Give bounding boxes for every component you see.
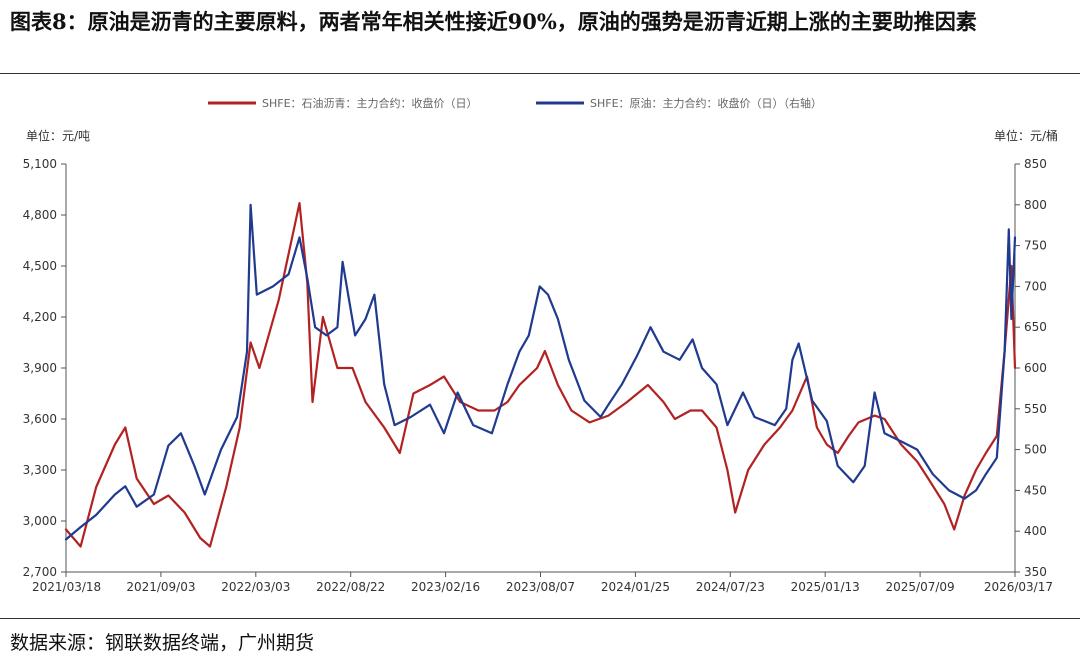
left-axis-tick-label: 5,100 xyxy=(23,157,57,171)
left-axis-tick-label: 4,500 xyxy=(23,259,57,273)
left-axis-tick-label: 3,900 xyxy=(23,361,57,375)
right-axis-tick-label: 850 xyxy=(1024,157,1047,171)
right-axis-tick-label: 750 xyxy=(1024,239,1047,253)
x-axis-tick-label: 2026/03/17 xyxy=(984,580,1053,594)
right-axis-tick-label: 800 xyxy=(1024,198,1047,212)
right-axis-tick-label: 500 xyxy=(1024,443,1047,457)
series-asphalt-line xyxy=(64,202,1017,548)
left-axis-unit: 单位：元/吨 xyxy=(26,128,90,143)
right-axis-tick-label: 400 xyxy=(1024,524,1047,538)
x-axis-tick-label: 2021/09/03 xyxy=(126,580,195,594)
x-axis-tick-label: 2023/02/16 xyxy=(411,580,480,594)
x-axis-tick-label: 2024/01/25 xyxy=(601,580,670,594)
right-axis-tick-label: 650 xyxy=(1024,320,1047,334)
figure-title: 图表8：原油是沥青的主要原料，两者常年相关性接近90%，原油的强势是沥青近期上涨… xyxy=(10,9,977,34)
legend-label-asphalt: SHFE：石油沥青：主力合约：收盘价（日） xyxy=(262,96,478,110)
right-axis-unit: 单位：元/桶 xyxy=(994,128,1058,143)
series-layer xyxy=(64,202,1017,548)
right-axis-tick-label: 600 xyxy=(1024,361,1047,375)
right-axis-tick-label: 700 xyxy=(1024,279,1047,293)
left-axis-tick-label: 4,800 xyxy=(23,208,57,222)
series-crude-line xyxy=(64,203,1017,541)
chart-axes: 2,700 3,000 3,300 3,600 3,900 4,200 4,500 4,800… xyxy=(23,157,1053,594)
x-axis-tick-label: 2023/08/07 xyxy=(506,580,575,594)
left-axis-tick-label: 4,200 xyxy=(23,310,57,324)
right-axis-tick-label: 550 xyxy=(1024,402,1047,416)
x-axis-tick-label: 2022/03/03 xyxy=(221,580,290,594)
right-axis-tick-label: 350 xyxy=(1024,565,1047,579)
chart-legend: SHFE：石油沥青：主力合约：收盘价（日） SHFE：原油：主力合约：收盘价（日… xyxy=(208,96,822,110)
x-axis-tick-label: 2022/08/22 xyxy=(316,580,385,594)
line-chart: SHFE：石油沥青：主力合约：收盘价（日） SHFE：原油：主力合约：收盘价（日… xyxy=(23,96,1058,594)
x-axis-tick-label: 2021/03/18 xyxy=(32,580,101,594)
left-axis-tick-label: 3,000 xyxy=(23,514,57,528)
x-axis-tick-label: 2025/01/13 xyxy=(791,580,860,594)
x-axis-tick-label: 2024/07/23 xyxy=(696,580,765,594)
left-axis-tick-label: 3,600 xyxy=(23,412,57,426)
left-axis-tick-label: 2,700 xyxy=(23,565,57,579)
x-axis-tick-label: 2025/07/09 xyxy=(886,580,955,594)
left-axis-tick-label: 3,300 xyxy=(23,463,57,477)
right-axis-tick-label: 450 xyxy=(1024,483,1047,497)
title-divider xyxy=(0,73,1080,74)
legend-label-crude: SHFE：原油：主力合约：收盘价（日）（右轴） xyxy=(590,96,822,110)
footer-divider xyxy=(0,618,1080,619)
data-source-note: 数据来源：钢联数据终端，广州期货 xyxy=(10,632,315,654)
